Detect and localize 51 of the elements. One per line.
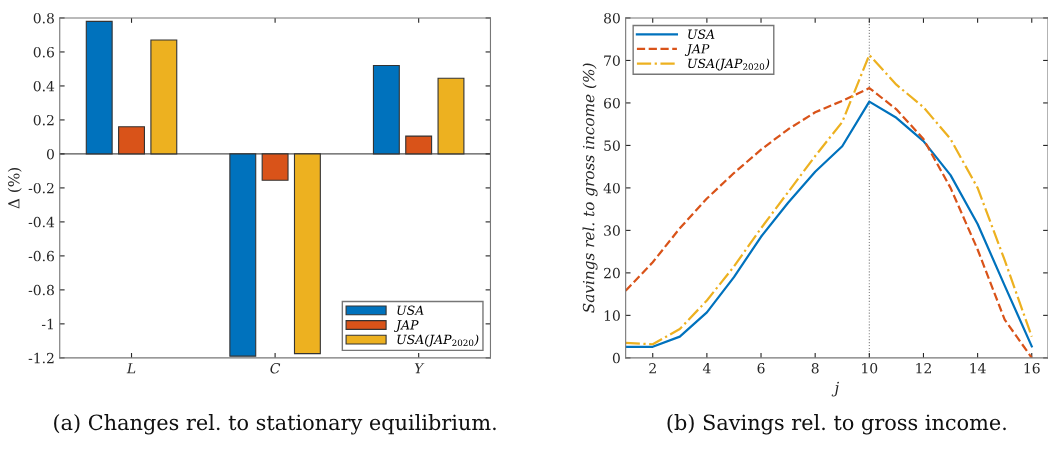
y-tick-label: 0.6	[33, 46, 54, 58]
legend-label: USA	[397, 305, 424, 315]
y-axis-title: Savings rel. to gross income (%)	[582, 63, 598, 313]
text: (a) Changes rel. to stationary equilibrium.	[54, 414, 496, 435]
legend-label: JAP	[684, 44, 710, 56]
y-tick-label: -0.2	[28, 182, 54, 194]
x-tick-label: 6	[757, 362, 765, 374]
y-axis-title: Δ (%)	[7, 167, 22, 209]
bar	[118, 126, 146, 155]
legend-label: USA	[688, 29, 715, 39]
x-tick-label: 14	[970, 362, 986, 374]
bar	[229, 153, 257, 357]
y-tick-label: 0.8	[33, 12, 54, 24]
y-tick-label: 0	[46, 148, 54, 160]
x-tick-label: Y	[414, 363, 425, 374]
y-tick-label: 50	[604, 140, 620, 151]
bar	[150, 39, 178, 155]
y-tick-label: 40	[603, 182, 620, 194]
x-tick-label: 4	[702, 362, 711, 374]
bar	[437, 77, 465, 155]
x-tick-label: 8	[811, 362, 819, 374]
y-tick-label: 10	[604, 310, 620, 321]
x-tick-label: L	[126, 363, 136, 374]
y-tick-label: 70	[604, 55, 620, 66]
y-tick-label: -0.8	[28, 284, 54, 296]
y-tick-label: 0.4	[33, 80, 55, 92]
x-axis-title: j	[831, 381, 839, 397]
y-tick-label: 0.2	[33, 114, 54, 126]
x-tick-label: 16	[1024, 362, 1040, 374]
y-tick-label: -1	[41, 318, 53, 330]
legend-label: USA(JAP$_{2020}$)	[397, 334, 479, 347]
y-tick-label: -1.2	[28, 352, 54, 364]
y-tick-label: -0.6	[28, 250, 54, 262]
x-tick-label: 12	[916, 362, 931, 374]
y-tick-label: 30	[604, 225, 620, 236]
bar	[372, 64, 400, 155]
y-tick-label: -0.4	[28, 216, 55, 228]
bar	[293, 153, 321, 355]
bar	[405, 135, 433, 155]
x-tick-label: C	[270, 362, 281, 374]
y-tick-label: 0	[612, 352, 620, 364]
bar	[261, 153, 289, 181]
legend-label: JAP	[393, 320, 419, 332]
text: (b) Savings rel. to gross income.	[667, 414, 1006, 435]
bar	[85, 20, 113, 155]
y-tick-label: 80	[604, 12, 620, 24]
y-tick-label: 60	[604, 97, 620, 109]
y-tick-label: 20	[604, 267, 620, 279]
x-tick-label: 10	[862, 362, 878, 374]
x-tick-label: 2	[649, 362, 656, 374]
legend-label: USA(JAP$_{2020}$)	[688, 58, 770, 71]
